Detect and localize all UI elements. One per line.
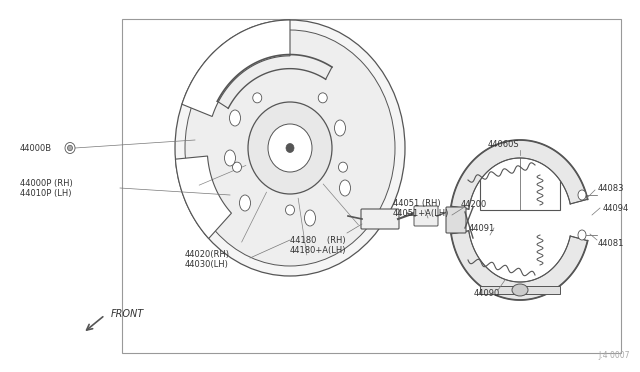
Ellipse shape [175,20,405,276]
Text: 44081: 44081 [598,238,625,247]
Bar [122,19,621,353]
Ellipse shape [286,144,294,153]
Text: 44051+A(LH): 44051+A(LH) [393,208,449,218]
Text: 44060S: 44060S [488,140,520,148]
Bar [480,155,560,210]
Ellipse shape [239,195,250,211]
FancyBboxPatch shape [361,209,399,229]
Ellipse shape [285,205,294,215]
Ellipse shape [253,93,262,103]
FancyBboxPatch shape [414,206,438,226]
Ellipse shape [339,162,348,172]
Text: 44010P (LH): 44010P (LH) [20,189,72,198]
Text: 44180+A(LH): 44180+A(LH) [290,246,346,254]
Ellipse shape [512,284,528,296]
Text: 44030(LH): 44030(LH) [185,260,229,269]
Ellipse shape [230,110,241,126]
Text: 44000P (RH): 44000P (RH) [20,179,73,187]
Ellipse shape [185,30,395,266]
Bar [480,286,560,294]
Polygon shape [182,20,290,116]
Ellipse shape [248,102,332,194]
Ellipse shape [339,180,351,196]
Ellipse shape [67,145,72,151]
Text: 44083: 44083 [598,183,625,192]
Text: 44000B: 44000B [20,144,52,153]
Text: 44094: 44094 [603,203,629,212]
Text: 44200: 44200 [461,199,487,208]
Ellipse shape [335,120,346,136]
Polygon shape [451,140,588,209]
Ellipse shape [268,124,312,172]
Text: 44180    (RH): 44180 (RH) [290,235,346,244]
Ellipse shape [578,230,586,240]
Ellipse shape [578,190,586,200]
FancyBboxPatch shape [446,207,466,233]
Ellipse shape [232,162,241,172]
Polygon shape [451,231,588,300]
Text: 44020(RH): 44020(RH) [185,250,230,260]
Ellipse shape [318,93,327,103]
Text: 44090: 44090 [474,289,500,298]
Polygon shape [175,156,232,238]
Ellipse shape [225,150,236,166]
Ellipse shape [65,142,75,154]
Text: FRONT: FRONT [111,309,144,319]
Text: 44091: 44091 [469,224,495,232]
Text: 44051 (RH): 44051 (RH) [393,199,440,208]
Text: J:4 0007: J:4 0007 [598,351,630,360]
Ellipse shape [305,210,316,226]
